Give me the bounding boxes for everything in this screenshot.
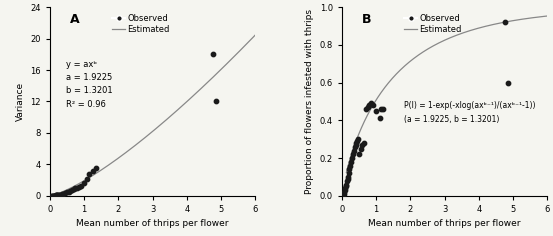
Text: y = axᵇ
a = 1.9225
b = 1.3201
R² = 0.96: y = axᵇ a = 1.9225 b = 1.3201 R² = 0.96 [66, 60, 113, 109]
Point [66, 189, 75, 193]
Point [359, 141, 368, 145]
Point [368, 103, 377, 107]
Point [69, 187, 78, 191]
Point [347, 160, 356, 164]
Point [80, 181, 88, 185]
Point [47, 194, 56, 198]
Text: B: B [362, 13, 371, 26]
Point [367, 101, 375, 105]
Point [354, 137, 363, 141]
Point [53, 194, 62, 197]
Y-axis label: Proportion of flowers infested with thrips: Proportion of flowers infested with thri… [305, 9, 314, 194]
Point [363, 105, 372, 109]
Point [75, 185, 84, 189]
Point [52, 194, 61, 197]
Point [344, 171, 353, 175]
Point [50, 194, 59, 198]
Text: P(I) = 1-exp(-xlog(axᵇ⁻¹)/(axᵇ⁻¹-1))
(a = 1.9225, b = 1.3201): P(I) = 1-exp(-xlog(axᵇ⁻¹)/(axᵇ⁻¹-1)) (a … [404, 101, 535, 124]
Point [208, 52, 217, 56]
Point [375, 117, 384, 120]
Point [343, 177, 352, 181]
X-axis label: Mean number of thrips per flower: Mean number of thrips per flower [76, 219, 229, 228]
Point [59, 192, 68, 196]
Point [49, 194, 58, 198]
Point [212, 100, 221, 103]
Point [365, 103, 374, 107]
Point [348, 152, 357, 156]
Point [345, 168, 354, 171]
Point [342, 185, 351, 188]
Point [378, 107, 387, 111]
Legend: Observed, Estimated: Observed, Estimated [112, 13, 170, 34]
Point [71, 186, 80, 190]
Point [61, 191, 70, 195]
Point [377, 107, 385, 111]
Point [83, 177, 92, 181]
Point [351, 145, 359, 149]
Point [88, 170, 97, 173]
Point [361, 107, 370, 111]
Point [339, 192, 348, 196]
Point [343, 175, 352, 179]
Point [354, 152, 363, 156]
Point [50, 194, 59, 198]
Point [73, 186, 82, 190]
Point [92, 166, 101, 170]
Point [58, 193, 66, 196]
Point [358, 143, 367, 147]
Point [49, 194, 58, 198]
Point [500, 20, 509, 24]
Legend: Observed, Estimated: Observed, Estimated [404, 13, 463, 34]
Point [62, 190, 71, 194]
Point [55, 193, 64, 197]
Text: A: A [70, 13, 79, 26]
Point [51, 194, 60, 197]
Point [51, 194, 60, 197]
Point [341, 186, 349, 190]
Point [504, 81, 513, 84]
Point [64, 190, 73, 194]
Point [348, 156, 357, 160]
Point [346, 164, 355, 168]
Point [353, 139, 362, 143]
Y-axis label: Variance: Variance [15, 82, 24, 121]
Point [340, 188, 349, 192]
Point [340, 190, 348, 194]
Point [342, 183, 351, 186]
Point [48, 194, 56, 198]
Point [351, 143, 360, 147]
Point [56, 193, 65, 197]
X-axis label: Mean number of thrips per flower: Mean number of thrips per flower [368, 219, 521, 228]
Point [48, 194, 57, 198]
Point [54, 193, 62, 197]
Point [342, 179, 351, 183]
Point [372, 109, 380, 113]
Point [349, 149, 358, 152]
Point [76, 184, 85, 188]
Point [67, 188, 76, 192]
Point [356, 147, 365, 151]
Point [85, 172, 93, 176]
Point [352, 141, 361, 145]
